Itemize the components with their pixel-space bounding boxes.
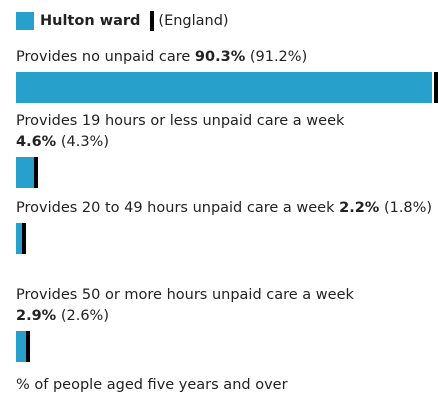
bar — [16, 223, 27, 254]
comparison-label: (4.3%) — [60, 134, 109, 150]
bar-track — [16, 223, 439, 254]
category-block: Provides 19 hours or less unpaid care a … — [16, 111, 439, 188]
bar — [16, 157, 38, 188]
value-label: 2.9% — [16, 308, 57, 324]
category-name: Provides 20 to 49 hours unpaid care a we… — [16, 200, 335, 216]
value-label: 90.3% — [194, 49, 246, 65]
category-block: Provides 50 or more hours unpaid care a … — [16, 285, 439, 362]
category-label: Provides 19 hours or less unpaid care a … — [16, 111, 439, 153]
legend-swatch — [150, 11, 155, 31]
value-group: 4.6% (4.3%) — [16, 132, 109, 153]
bar — [16, 72, 432, 103]
comparison-label: (91.2%) — [249, 49, 308, 65]
legend-label: Hulton ward — [40, 13, 141, 29]
category-name: Provides no unpaid care — [16, 49, 191, 65]
category-name: Provides 50 or more hours unpaid care a … — [16, 287, 354, 303]
legend: Hulton ward (England) — [16, 10, 229, 32]
bar-track — [16, 157, 439, 188]
value-label: 2.2% — [339, 200, 380, 216]
comparison-label: (2.6%) — [60, 308, 109, 324]
footnote: % of people aged five years and over — [16, 377, 288, 393]
comparison-marker — [25, 331, 30, 362]
value-group: 90.3% (91.2%) — [195, 47, 307, 68]
comparison-marker — [33, 157, 38, 188]
legend-swatch — [16, 12, 34, 30]
category-block: Provides 20 to 49 hours unpaid care a we… — [16, 198, 439, 254]
bar-track — [16, 72, 439, 103]
value-group: 2.9% (2.6%) — [16, 306, 109, 327]
category-label: Provides no unpaid care 90.3% (91.2%) — [16, 47, 439, 68]
comparison-label: (1.8%) — [383, 200, 433, 216]
legend-label: (England) — [158, 13, 229, 29]
bar-track — [16, 331, 439, 362]
comparison-marker — [434, 72, 438, 103]
value-group: 2.2% (1.8%) — [339, 198, 432, 219]
category-label: Provides 20 to 49 hours unpaid care a we… — [16, 198, 439, 219]
category-block: Provides no unpaid care 90.3% (91.2%) — [16, 47, 439, 103]
value-label: 4.6% — [16, 134, 57, 150]
category-name: Provides 19 hours or less unpaid care a … — [16, 113, 345, 129]
comparison-marker — [22, 223, 27, 254]
category-label: Provides 50 or more hours unpaid care a … — [16, 285, 439, 327]
